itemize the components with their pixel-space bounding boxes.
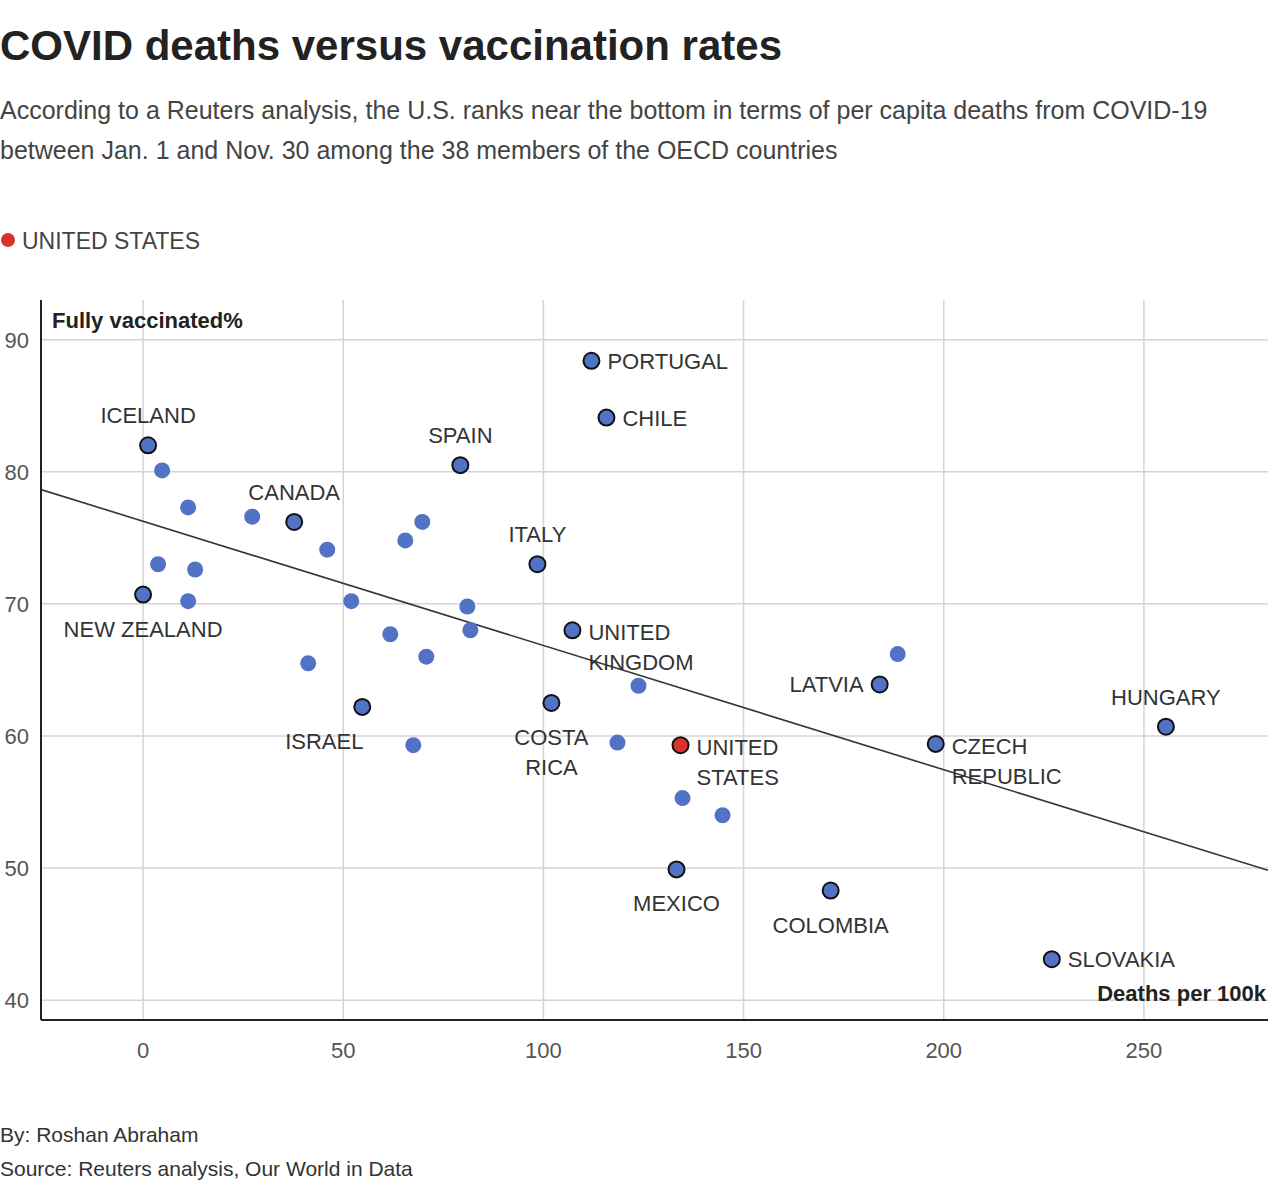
point-label: SPAIN [428,423,492,448]
point-label: PORTUGAL [607,349,728,374]
y-tick-label: 40 [5,988,29,1013]
point-label: RICA [525,755,578,780]
x-tick-label: 250 [1126,1038,1163,1063]
point-label: COSTA [514,725,588,750]
grid-line-x [342,300,344,1020]
grid-line-y [41,999,1268,1001]
point-label: CANADA [248,480,340,505]
header: COVID deaths versus vaccination rates Ac… [0,18,1270,170]
legend-label: UNITED STATES [22,228,200,254]
point [669,861,685,877]
y-tick-label: 80 [5,460,29,485]
point-label: KINGDOM [588,650,693,675]
point-label: ICELAND [100,403,195,428]
point [630,678,646,694]
point [300,655,316,671]
point [675,790,691,806]
grid-line-y [41,339,1268,341]
x-tick-label: 200 [925,1038,962,1063]
point [583,353,599,369]
point [140,437,156,453]
point-label: CHILE [622,406,687,431]
point [343,593,359,609]
point [872,676,888,692]
point [150,556,166,572]
point [397,532,413,548]
point [715,807,731,823]
point [286,514,302,530]
point-label: REPUBLIC [952,764,1062,789]
point [459,598,475,614]
point [890,646,906,662]
point [382,626,398,642]
byline: By: Roshan Abraham [0,1123,198,1146]
labels: PORTUGAL CHILE ICELAND CANADA SPAIN ITALY NEW … [64,349,1221,972]
point [564,622,580,638]
x-tick-label: 0 [137,1038,149,1063]
point-label: UNITED [697,735,779,760]
point [529,556,545,572]
point [414,514,430,530]
y-tick-label: 90 [5,328,29,353]
point [187,562,203,578]
y-axis-title: Fully vaccinated% [52,308,243,333]
grid-line-x [543,300,545,1020]
point-label: CZECH [952,734,1028,759]
subtitle: According to a Reuters analysis, the U.S… [0,90,1260,170]
title: COVID deaths versus vaccination rates [0,18,1270,74]
point [418,649,434,665]
x-tick-label: 50 [331,1038,355,1063]
trend-line [41,490,1268,871]
point [673,737,689,753]
point [609,735,625,751]
point [405,737,421,753]
point [598,410,614,426]
point [180,593,196,609]
plot-area [41,353,1268,967]
point [354,699,370,715]
grid-line-y [41,735,1268,737]
grid-line-y [41,471,1268,473]
point [154,462,170,478]
point [1158,719,1174,735]
chart: 0 50 100 150 200 250 40 50 60 70 80 90 Fully vaccina… [0,0,1288,1200]
source: Source: Reuters analysis, Our World in D… [0,1157,413,1180]
x-axis [41,1019,1268,1021]
y-tick-label: 50 [5,856,29,881]
x-axis-title: Deaths per 100k [1097,981,1267,1006]
grid-line-y [41,867,1268,869]
point [462,622,478,638]
point-label: LATVIA [789,672,864,697]
point [1044,951,1060,967]
point-label: HUNGARY [1111,685,1221,710]
point-label: ITALY [508,522,566,547]
y-axis [40,300,42,1020]
point [180,499,196,515]
point [928,736,944,752]
point-label: ISRAEL [285,729,363,754]
point-label: SLOVAKIA [1068,947,1176,972]
y-tick-label: 60 [5,724,29,749]
legend-swatch [1,233,15,247]
point [543,695,559,711]
grid-line-x [1143,300,1145,1020]
point-label: UNITED [588,620,670,645]
point-label: STATES [697,765,779,790]
point [244,509,260,525]
grid-line-x [943,300,945,1020]
point-label: NEW ZEALAND [64,617,223,642]
point [135,587,151,603]
point [823,883,839,899]
x-tick-label: 100 [525,1038,562,1063]
point-label: COLOMBIA [773,913,889,938]
point-label: MEXICO [633,891,720,916]
grid-line-y [41,603,1268,605]
point [319,542,335,558]
x-tick-label: 150 [725,1038,762,1063]
y-tick-label: 70 [5,592,29,617]
grid-line-x [743,300,745,1020]
point [452,457,468,473]
